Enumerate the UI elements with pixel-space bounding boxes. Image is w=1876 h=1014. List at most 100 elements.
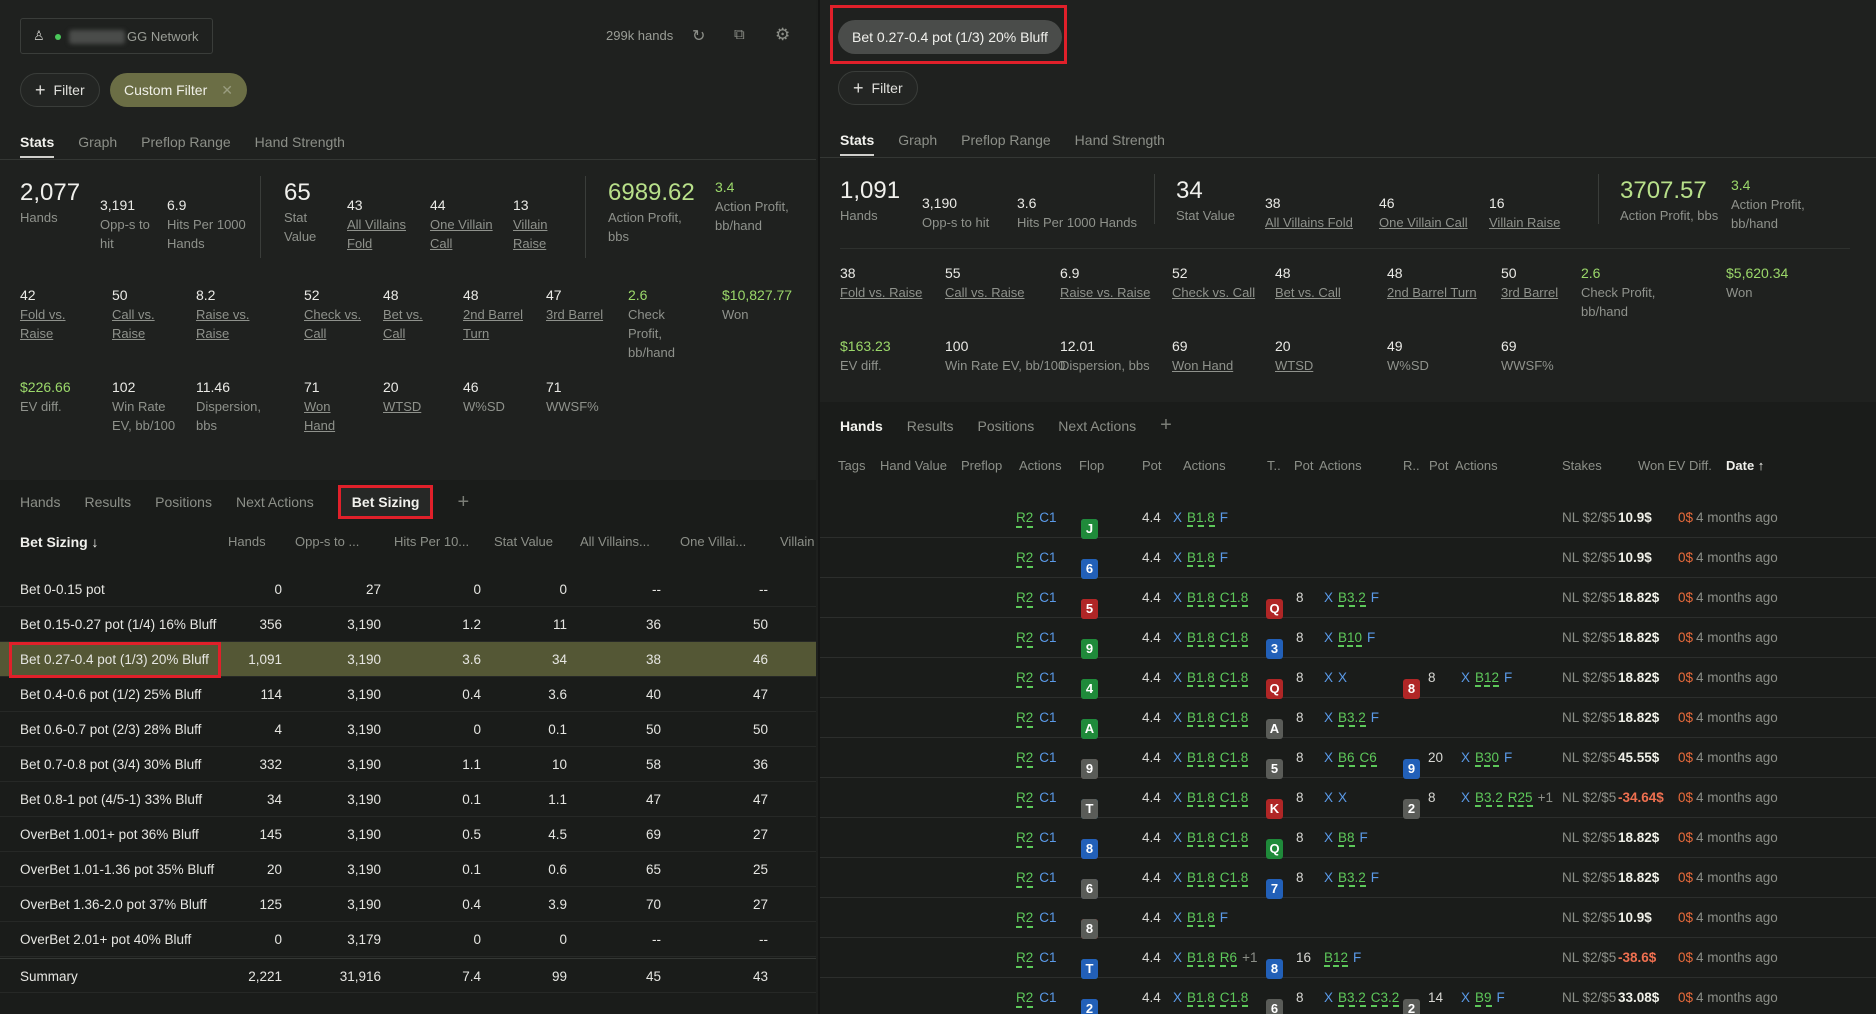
stat-label[interactable]: Bet vs. Call bbox=[1275, 285, 1341, 300]
table-row[interactable]: Bet 0.8-1 pot (4/5-1) 33% Bluff 34 3,190 0.… bbox=[0, 782, 816, 817]
table-row[interactable]: OverBet 1.001+ pot 36% Bluff 145 3,190 0.5 4… bbox=[0, 817, 816, 852]
hands-col-header[interactable]: Hand Value bbox=[880, 458, 947, 473]
stat-label[interactable]: Check vs. Call bbox=[304, 307, 362, 341]
hands-col-header[interactable]: EV Diff. bbox=[1668, 458, 1712, 473]
tab-next-actions[interactable]: Next Actions bbox=[1058, 417, 1137, 434]
stat-label[interactable]: 3rd Barrel bbox=[546, 307, 604, 322]
tab-bet-sizing[interactable]: Bet Sizing bbox=[337, 485, 434, 519]
hands-col-header[interactable]: Won bbox=[1638, 458, 1665, 473]
hands-col-header[interactable]: Actions bbox=[1455, 458, 1498, 473]
table-row[interactable]: OverBet 2.01+ pot 40% Bluff 0 3,179 0 0 -- -- bbox=[0, 922, 816, 957]
hands-col-header[interactable]: Preflop bbox=[961, 458, 1003, 473]
table-row[interactable]: Bet 0.4-0.6 pot (1/2) 25% Bluff 114 3,190 0… bbox=[0, 677, 816, 712]
tab-next-actions[interactable]: Next Actions bbox=[235, 494, 314, 510]
stat-label[interactable]: Won Hand bbox=[1172, 358, 1234, 373]
stat-label[interactable]: Call vs. Raise bbox=[945, 285, 1025, 300]
stat-label[interactable]: Fold vs. Raise bbox=[840, 285, 923, 300]
open-window-icon[interactable]: ⧉ bbox=[734, 26, 745, 43]
stat-label[interactable]: Villain Raise bbox=[1489, 215, 1561, 230]
summary-row[interactable]: Summary 2,221 31,916 7.4 99 45 43 bbox=[0, 958, 816, 993]
stat-label[interactable]: Villain Raise bbox=[513, 217, 548, 251]
filter-button[interactable]: + Filter bbox=[20, 73, 100, 107]
hands-col-header[interactable]: Actions bbox=[1319, 458, 1362, 473]
stat-label[interactable]: 3rd Barrel bbox=[1501, 285, 1559, 300]
tab-results[interactable]: Results bbox=[84, 494, 132, 510]
hands-col-header[interactable]: R.. bbox=[1403, 458, 1420, 473]
table-row[interactable]: Bet 0.7-0.8 pot (3/4) 30% Bluff 332 3,190 1… bbox=[0, 747, 816, 782]
hands-col-header[interactable]: Flop bbox=[1079, 458, 1105, 473]
col-one-villain[interactable]: One Villai... bbox=[680, 534, 747, 549]
stat-label[interactable]: 2nd Barrel Turn bbox=[1387, 285, 1477, 300]
hands-col-header[interactable]: T.. bbox=[1267, 458, 1281, 473]
stat-label[interactable]: Fold vs. Raise bbox=[20, 307, 66, 341]
tab-hand-strength[interactable]: Hand Strength bbox=[254, 134, 345, 150]
col-hits[interactable]: Hits Per 10... bbox=[394, 534, 470, 549]
tab-hands[interactable]: Hands bbox=[840, 417, 883, 434]
stat-label[interactable]: All Villains Fold bbox=[1265, 215, 1353, 230]
tab-graph[interactable]: Graph bbox=[898, 132, 938, 148]
stat-label[interactable]: Bet vs. Call bbox=[383, 307, 423, 341]
hands-col-header[interactable]: Pot bbox=[1294, 458, 1314, 473]
selected-sizing-chip[interactable]: Bet 0.27-0.4 pot (1/3) 20% Bluff bbox=[838, 20, 1062, 54]
table-row[interactable]: Bet 0.27-0.4 pot (1/3) 20% Bluff 1,091 3,1… bbox=[0, 642, 816, 677]
hands-col-header[interactable]: Tags bbox=[838, 458, 866, 473]
stat-label[interactable]: One Villain Call bbox=[430, 217, 493, 251]
col-all-villains[interactable]: All Villains... bbox=[580, 534, 650, 549]
col-opps[interactable]: Opp-s to ... bbox=[295, 534, 360, 549]
hands-col-header[interactable]: Stakes bbox=[1562, 458, 1602, 473]
tab-stats[interactable]: Stats bbox=[20, 134, 55, 158]
tab-preflop-range[interactable]: Preflop Range bbox=[141, 134, 231, 150]
stat-label[interactable]: Raise vs. Raise bbox=[1060, 285, 1151, 300]
tab-hands[interactable]: Hands bbox=[20, 494, 61, 510]
stat-label[interactable]: 2nd Barrel Turn bbox=[463, 307, 523, 341]
hands-col-header[interactable]: Pot bbox=[1429, 458, 1449, 473]
tab-stats[interactable]: Stats bbox=[840, 132, 875, 156]
stat-label[interactable]: One Villain Call bbox=[1379, 215, 1468, 230]
stat-label[interactable]: Check vs. Call bbox=[1172, 285, 1256, 300]
table-row[interactable]: OverBet 1.36-2.0 pot 37% Bluff 125 3,190 0.… bbox=[0, 887, 816, 922]
tab-results[interactable]: Results bbox=[906, 417, 954, 434]
stat-label[interactable]: WTSD bbox=[383, 399, 422, 414]
stat-label[interactable]: Raise vs. Raise bbox=[196, 307, 250, 341]
account-selector[interactable]: ♙ GG Network bbox=[20, 18, 213, 54]
table-row[interactable]: OverBet 1.01-1.36 pot 35% Bluff 20 3,190 0.… bbox=[0, 852, 816, 887]
table-row[interactable]: Bet 0-0.15 pot 0 27 0 0 -- -- bbox=[0, 572, 816, 607]
table-row[interactable]: Bet 0.6-0.7 pot (2/3) 28% Bluff 4 3,190 0 0.… bbox=[0, 712, 816, 747]
tab-hand-strength[interactable]: Hand Strength bbox=[1074, 132, 1165, 148]
hands-col-header[interactable]: Actions bbox=[1183, 458, 1226, 473]
col-hands[interactable]: Hands bbox=[228, 534, 266, 549]
stat-label[interactable]: All Villains Fold bbox=[347, 217, 407, 251]
table-row[interactable]: Bet 0.15-0.27 pot (1/4) 16% Bluff 356 3,19… bbox=[0, 607, 816, 642]
stat-label[interactable]: Call vs. Raise bbox=[112, 307, 155, 341]
custom-filter-chip[interactable]: Custom Filter ✕ bbox=[110, 73, 247, 107]
col-villain[interactable]: Villain bbox=[780, 534, 815, 549]
tab-positions[interactable]: Positions bbox=[155, 494, 212, 510]
col-stat-value[interactable]: Stat Value bbox=[494, 534, 554, 549]
hands-col-header[interactable]: Actions bbox=[1019, 458, 1062, 473]
tab-graph[interactable]: Graph bbox=[78, 134, 118, 150]
hand-row[interactable]: R2C16524.4XB1.8C1.868XB3.2C3.2214XB9FNL … bbox=[820, 978, 1876, 1014]
add-tab-plus-icon[interactable]: + bbox=[1160, 414, 1172, 436]
hands-col-header[interactable]: Date ↑ bbox=[1726, 458, 1765, 473]
gear-icon[interactable]: ⚙ bbox=[775, 25, 791, 44]
filter-button[interactable]: + Filter bbox=[838, 71, 918, 105]
add-tab-plus-icon[interactable]: + bbox=[457, 490, 470, 513]
stat-label[interactable]: WTSD bbox=[1275, 358, 1314, 373]
tab-positions[interactable]: Positions bbox=[977, 417, 1035, 434]
refresh-icon[interactable]: ↻ bbox=[692, 28, 706, 45]
tab-preflop-range[interactable]: Preflop Range bbox=[961, 132, 1051, 148]
close-icon[interactable]: ✕ bbox=[221, 81, 233, 98]
stat-label[interactable]: Won Hand bbox=[304, 399, 336, 433]
hands-col-header[interactable]: Pot bbox=[1142, 458, 1162, 473]
